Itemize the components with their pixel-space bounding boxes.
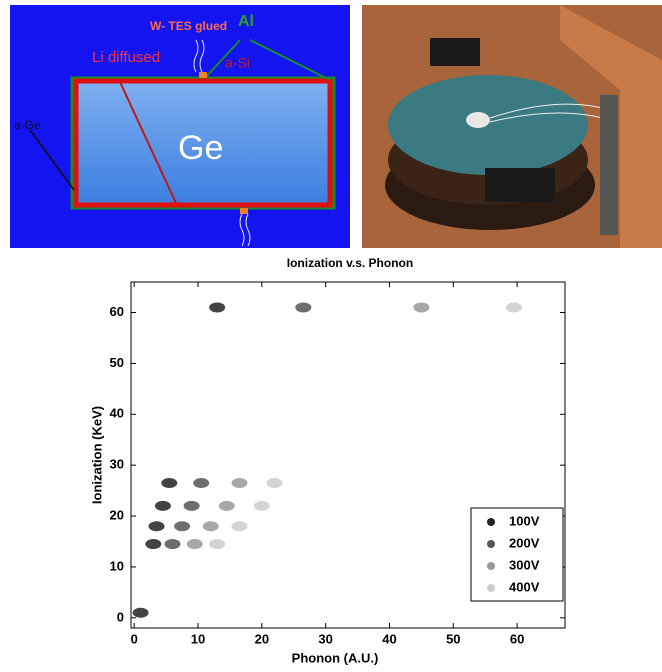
x-tick-label: 20 <box>255 631 269 646</box>
point <box>154 500 171 511</box>
point <box>174 521 191 532</box>
disk-top <box>388 75 588 175</box>
ge-crystal <box>73 78 333 208</box>
point <box>193 477 210 488</box>
point <box>183 500 200 511</box>
legend-marker <box>487 518 495 526</box>
wires <box>489 103 611 123</box>
point <box>202 521 219 532</box>
connector <box>600 95 618 235</box>
point <box>231 521 248 532</box>
legend-label: 200V <box>509 535 540 550</box>
point <box>505 302 522 313</box>
label-ge: Ge <box>178 129 223 167</box>
point <box>266 477 283 488</box>
al-pointer <box>204 39 241 79</box>
x-tick-label: 0 <box>131 631 138 646</box>
legend-label: 400V <box>509 579 540 594</box>
clamp <box>430 38 480 66</box>
legend-marker <box>487 562 495 570</box>
detector-diagram: W- TES glued Al Li diffused a-Si a-Ge Ge <box>10 5 350 248</box>
point <box>209 302 226 313</box>
point <box>209 539 226 550</box>
x-tick-label: 10 <box>191 631 205 646</box>
x-tick-label: 60 <box>510 631 524 646</box>
label-tes: W- TES glued <box>150 19 227 33</box>
tes-sensor <box>199 72 207 78</box>
y-tick-label: 50 <box>110 355 124 370</box>
point <box>231 477 248 488</box>
point <box>253 500 270 511</box>
point <box>161 477 178 488</box>
legend-marker <box>487 540 495 548</box>
wire <box>193 39 205 73</box>
wire <box>239 213 251 247</box>
age-pointer <box>29 129 75 191</box>
li-line <box>119 81 177 204</box>
y-tick-label: 20 <box>110 507 124 522</box>
copper-wall <box>560 5 662 248</box>
point <box>186 539 203 550</box>
point <box>295 302 312 313</box>
al-pointer <box>249 39 331 81</box>
clamp <box>485 168 555 202</box>
point <box>218 500 235 511</box>
x-tick-label: 40 <box>382 631 396 646</box>
label-asi: a-Si <box>225 55 250 71</box>
y-tick-label: 10 <box>110 558 124 573</box>
x-tick-label: 30 <box>318 631 332 646</box>
chart-title: Ionization v.s. Phonon <box>287 256 413 270</box>
label-age: a-Ge <box>14 118 41 132</box>
label-li: Li diffused <box>92 49 160 66</box>
y-tick-label: 0 <box>117 609 124 624</box>
scatter-chart: Ionization v.s. Phonon Phonon (A.U.) Ion… <box>89 256 566 665</box>
y-tick-label: 30 <box>110 457 124 472</box>
point <box>145 539 162 550</box>
legend-label: 300V <box>509 557 540 572</box>
point <box>413 302 430 313</box>
detector-photo <box>362 5 662 248</box>
point <box>132 607 149 618</box>
tes-sensor <box>240 208 248 214</box>
legend-label: 100V <box>509 513 540 528</box>
y-axis-label: Ionization (KeV) <box>89 406 104 504</box>
label-al: Al <box>238 13 254 30</box>
x-tick-label: 50 <box>446 631 460 646</box>
x-axis-label: Phonon (A.U.) <box>292 650 379 665</box>
point <box>148 521 165 532</box>
legend-marker <box>487 584 495 592</box>
point <box>164 539 181 550</box>
y-tick-label: 60 <box>110 304 124 319</box>
sensor <box>466 112 490 128</box>
y-tick-label: 40 <box>110 406 124 421</box>
legend-box <box>470 507 564 602</box>
